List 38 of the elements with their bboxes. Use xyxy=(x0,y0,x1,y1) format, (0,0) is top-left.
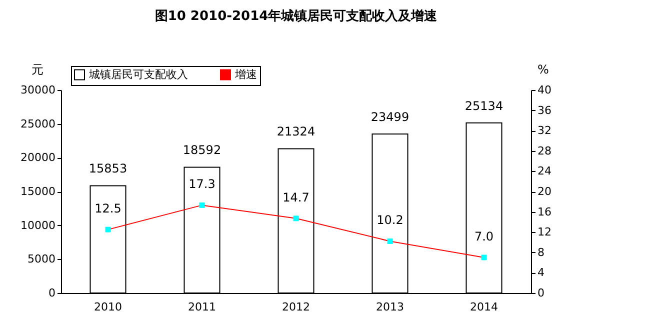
y2-tick-label: 12 xyxy=(538,226,552,239)
y2-tick-label: 16 xyxy=(538,205,552,218)
y-tick-label: 0 xyxy=(48,286,56,300)
data-label: 12.5 xyxy=(94,202,122,216)
x-tick-label: 2012 xyxy=(282,300,310,314)
y-tick-label: 30000 xyxy=(20,84,56,96)
legend-label: 城镇居民可支配收入 xyxy=(88,68,188,81)
y-tick-label: 10000 xyxy=(20,218,56,232)
x-tick-label: 2014 xyxy=(470,300,498,314)
data-label: 21324 xyxy=(276,124,316,139)
y-tick-label: 20000 xyxy=(20,151,56,164)
y2-tick-label: 32 xyxy=(538,124,552,138)
y2-tick-label: 0 xyxy=(538,286,544,300)
data-label: 23499 xyxy=(370,110,410,124)
y-tick-label: 25000 xyxy=(20,117,56,130)
data-label: 10.2 xyxy=(376,213,404,228)
y2-tick-label: 4 xyxy=(538,266,544,280)
y2-tick-label: 40 xyxy=(538,84,552,96)
y2-tick-label: 28 xyxy=(538,144,552,158)
data-label: 25134 xyxy=(464,98,504,113)
x-tick-label: 2013 xyxy=(376,300,404,314)
y2-tick-label: 20 xyxy=(538,185,552,198)
y-tick-label: 5000 xyxy=(28,252,56,266)
y-tick-label: 15000 xyxy=(20,185,56,198)
x-tick-label: 2011 xyxy=(188,300,216,314)
y2-axis-title: % xyxy=(538,62,549,76)
y-axis-title: 元 xyxy=(32,62,44,76)
data-label: 14.7 xyxy=(282,190,310,204)
y2-tick-label: 8 xyxy=(538,246,544,259)
data-label: 7.0 xyxy=(474,229,494,244)
legend-label: 增速 xyxy=(234,68,257,81)
y2-tick-label: 36 xyxy=(538,104,552,117)
data-label: 18592 xyxy=(182,143,222,158)
chart-title: 图10 2010-2014年城镇居民可支配收入及增速 xyxy=(154,8,438,24)
y2-tick-label: 24 xyxy=(538,164,552,178)
data-label: 17.3 xyxy=(188,177,216,192)
data-label: 15853 xyxy=(88,162,128,176)
x-tick-label: 2010 xyxy=(94,300,122,314)
